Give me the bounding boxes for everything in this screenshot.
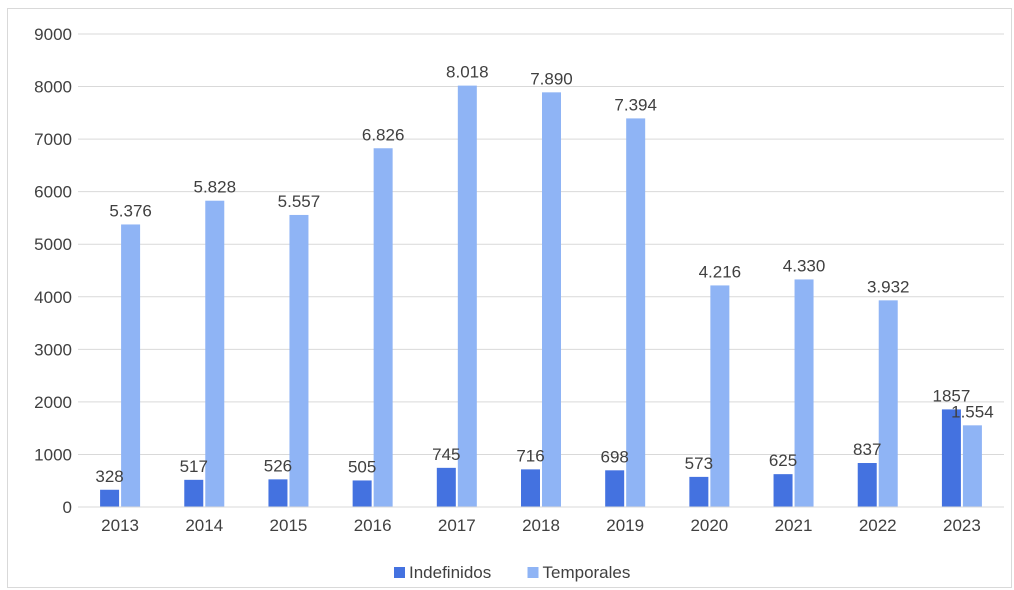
legend-swatch <box>527 567 539 578</box>
bar-indefinidos-2021 <box>773 474 793 507</box>
data-label-temporales: 6.826 <box>362 125 405 144</box>
y-tick-label: 5000 <box>34 235 72 254</box>
y-tick-label: 9000 <box>34 25 72 44</box>
data-label-indefinidos: 837 <box>853 440 881 459</box>
bar-temporales-2019 <box>626 118 646 507</box>
data-label-indefinidos: 505 <box>348 457 376 476</box>
bar-temporales-2017 <box>457 85 477 507</box>
x-tick-label: 2019 <box>606 516 644 535</box>
data-label-indefinidos: 526 <box>264 456 292 475</box>
data-label-temporales: 8.018 <box>446 63 489 82</box>
bar-temporales-2022 <box>878 300 898 507</box>
y-tick-label: 6000 <box>34 183 72 202</box>
data-label-indefinidos: 716 <box>516 446 544 465</box>
data-label-temporales: 7.394 <box>614 95 657 114</box>
data-label-temporales: 1.554 <box>951 402 994 421</box>
bar-indefinidos-2015 <box>268 479 288 507</box>
data-label-indefinidos: 1857 <box>932 386 970 405</box>
data-label-indefinidos: 517 <box>180 457 208 476</box>
bar-temporales-2014 <box>205 200 225 507</box>
bar-temporales-2016 <box>373 148 393 507</box>
legend-label: Temporales <box>543 563 631 582</box>
x-tick-label: 2016 <box>354 516 392 535</box>
y-tick-label: 1000 <box>34 445 72 464</box>
data-label-indefinidos: 328 <box>95 467 123 486</box>
data-label-temporales: 5.828 <box>193 178 236 197</box>
y-tick-label: 2000 <box>34 393 72 412</box>
bar-indefinidos-2023 <box>941 409 961 507</box>
data-label-indefinidos: 573 <box>685 454 713 473</box>
y-tick-label: 0 <box>63 498 72 517</box>
bar-indefinidos-2019 <box>605 470 625 507</box>
bar-indefinidos-2022 <box>857 463 877 507</box>
legend-label: Indefinidos <box>409 563 491 582</box>
bar-indefinidos-2020 <box>689 476 709 507</box>
bar-temporales-2018 <box>542 92 561 507</box>
bar-indefinidos-2013 <box>100 489 120 507</box>
legend-swatch <box>394 567 405 578</box>
y-axis: 0 1000 2000 3000 4000 5000 6000 7000 8000 9000 <box>34 25 72 517</box>
y-tick-label: 4000 <box>34 288 72 307</box>
data-label-temporales: 3.932 <box>867 277 910 296</box>
data-label-temporales: 5.376 <box>109 201 152 220</box>
y-tick-label: 8000 <box>34 78 72 97</box>
y-tick-label: 7000 <box>34 130 72 149</box>
bar-indefinidos-2014 <box>184 479 204 507</box>
data-label-indefinidos: 698 <box>600 447 628 466</box>
data-label-indefinidos: 745 <box>432 445 460 464</box>
bar-temporales-2020 <box>710 285 730 507</box>
x-tick-label: 2017 <box>438 516 476 535</box>
data-label-temporales: 7.890 <box>530 69 573 88</box>
x-tick-label: 2015 <box>270 516 308 535</box>
bar-indefinidos-2016 <box>352 480 372 507</box>
bar-temporales-2023 <box>962 425 982 507</box>
chart-frame <box>7 8 1012 588</box>
data-label-indefinidos: 625 <box>769 451 797 470</box>
bar-temporales-2015 <box>289 214 309 507</box>
x-tick-label: 2018 <box>522 516 560 535</box>
bar-indefinidos-2017 <box>436 467 456 507</box>
y-tick-label: 3000 <box>34 340 72 359</box>
x-tick-label: 2020 <box>690 516 728 535</box>
x-tick-label: 2021 <box>775 516 813 535</box>
x-tick-label: 2023 <box>943 516 981 535</box>
bar-temporales-2021 <box>794 279 814 507</box>
bar-temporales-2013 <box>121 224 141 507</box>
data-label-temporales: 5.557 <box>278 192 321 211</box>
legend: Indefinidos Temporales <box>394 563 630 582</box>
bars <box>100 85 982 507</box>
data-label-temporales: 4.330 <box>783 256 826 275</box>
data-labels: 328 5.376 517 5.828 526 5.557 505 6.826 745 8.018… <box>95 63 993 486</box>
x-tick-label: 2013 <box>101 516 139 535</box>
x-tick-label: 2022 <box>859 516 897 535</box>
x-tick-label: 2014 <box>185 516 223 535</box>
data-label-temporales: 4.216 <box>699 262 742 281</box>
bar-indefinidos-2018 <box>521 469 540 507</box>
x-axis: 2013 2014 2015 2016 2017 2018 2019 2020 2021 2022… <box>78 506 1004 535</box>
